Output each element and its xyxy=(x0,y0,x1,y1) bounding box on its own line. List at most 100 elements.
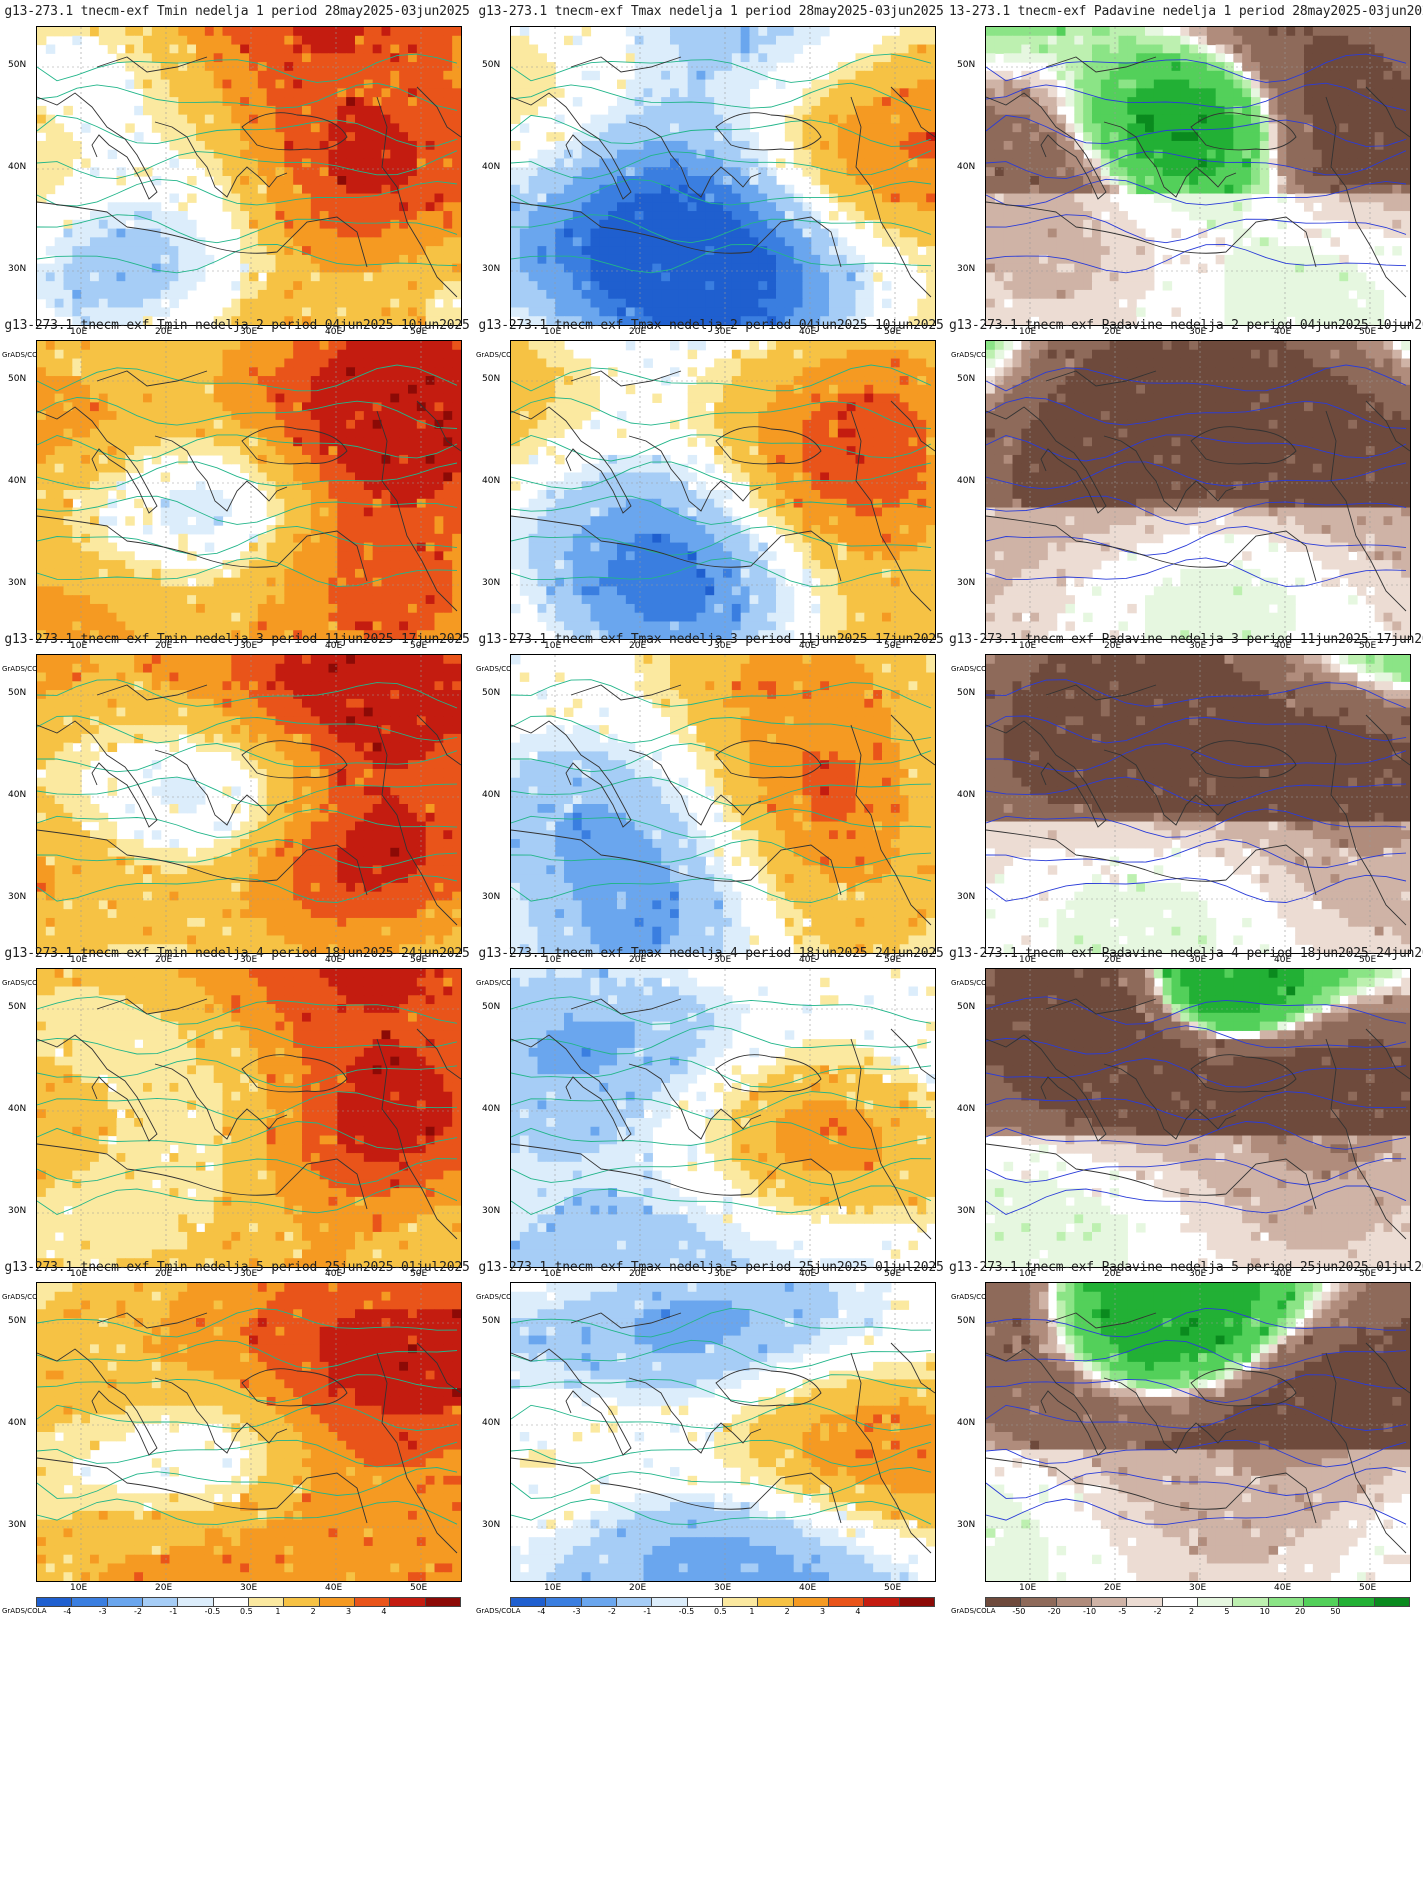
anomaly-cell xyxy=(873,132,883,142)
anomaly-cell xyxy=(608,298,618,309)
anomaly-cell xyxy=(213,70,224,81)
anomaly-cell xyxy=(1109,211,1120,221)
anomaly-cell xyxy=(249,97,259,107)
anomaly-cell xyxy=(1392,44,1402,54)
anomaly-cell xyxy=(169,237,179,247)
anomaly-cell xyxy=(696,289,706,300)
anomaly-cell xyxy=(1251,88,1261,98)
anomaly-cell xyxy=(723,184,733,195)
anomaly-cell xyxy=(599,307,609,317)
anomaly-cell xyxy=(178,437,188,447)
anomaly-cell xyxy=(1392,140,1402,151)
anomaly-cell xyxy=(793,105,804,116)
anomaly-cell xyxy=(1286,184,1296,195)
anomaly-cell xyxy=(1312,35,1323,46)
coastline xyxy=(96,56,208,73)
anomaly-cell xyxy=(416,140,427,151)
anomaly-cell xyxy=(1330,114,1340,125)
anomaly-cell xyxy=(1100,132,1111,142)
anomaly-cell xyxy=(416,428,427,439)
anomaly-cell xyxy=(555,132,565,142)
anomaly-cell xyxy=(519,272,530,282)
anomaly-cell xyxy=(1268,27,1279,37)
anomaly-cell xyxy=(72,463,82,474)
anomaly-cell xyxy=(986,149,996,160)
anomaly-cell xyxy=(275,97,285,107)
anomaly-cell xyxy=(319,228,330,238)
anomaly-cell xyxy=(310,254,321,265)
anomaly-cell xyxy=(519,184,530,195)
anomaly-cell xyxy=(511,62,521,72)
anomaly-cell xyxy=(537,211,547,221)
anomaly-cell xyxy=(1109,123,1120,133)
anomaly-cell xyxy=(1012,307,1022,317)
anomaly-cell xyxy=(1145,158,1155,168)
anomaly-cell xyxy=(555,176,565,186)
anomaly-cell xyxy=(1215,219,1226,230)
anomaly-cell xyxy=(1312,88,1323,98)
anomaly-cell xyxy=(319,481,330,491)
anomaly-cell xyxy=(63,140,73,151)
anomaly-cell xyxy=(443,454,453,465)
anomaly-cell xyxy=(416,307,427,317)
anomaly-cell xyxy=(240,376,250,386)
anomaly-cell xyxy=(328,105,338,116)
anomaly-cell xyxy=(1083,132,1093,142)
anomaly-cell xyxy=(319,97,330,107)
anomaly-cell xyxy=(837,114,848,125)
anomaly-cell xyxy=(1383,35,1393,46)
anomaly-cell xyxy=(107,307,118,317)
anomaly-cell xyxy=(1065,272,1075,282)
anomaly-cell xyxy=(599,246,609,256)
anomaly-cell xyxy=(537,281,547,291)
anomaly-cell xyxy=(564,140,574,151)
anomaly-cell xyxy=(134,454,144,465)
anomaly-cell xyxy=(1109,140,1120,151)
anomaly-cell xyxy=(572,289,583,300)
anomaly-cell xyxy=(63,307,73,317)
anomaly-cell xyxy=(1330,193,1340,203)
anomaly-cell xyxy=(767,254,777,265)
anomaly-cell xyxy=(678,289,689,300)
anomaly-cell xyxy=(1100,35,1111,46)
anomaly-cell xyxy=(266,298,277,309)
anomaly-cell xyxy=(293,428,303,439)
anomaly-cell xyxy=(319,463,330,474)
anomaly-cell xyxy=(687,27,698,37)
anomaly-cell xyxy=(346,254,356,265)
anomaly-cell xyxy=(572,307,583,317)
anomaly-cell xyxy=(1012,44,1022,54)
anomaly-cell xyxy=(1357,44,1367,54)
anomaly-cell xyxy=(1092,176,1102,186)
anomaly-cell xyxy=(346,428,356,439)
anomaly-cell xyxy=(1348,35,1358,46)
anomaly-cell xyxy=(355,167,365,177)
anomaly-cell xyxy=(1198,44,1208,54)
anomaly-cell xyxy=(678,88,689,98)
anomaly-cell xyxy=(1074,237,1084,247)
anomaly-cell xyxy=(519,176,530,186)
anomaly-cell xyxy=(687,149,698,160)
anomaly-cell xyxy=(293,237,303,247)
anomaly-cell xyxy=(1348,97,1358,107)
anomaly-cell xyxy=(1312,307,1323,317)
anomaly-cell xyxy=(908,211,918,221)
anomaly-cell xyxy=(749,35,759,46)
anomaly-cell xyxy=(749,193,759,203)
anomaly-cell xyxy=(54,393,65,403)
anomaly-cell xyxy=(546,219,556,230)
anomaly-cell xyxy=(1198,193,1208,203)
anomaly-cell xyxy=(511,219,521,230)
anomaly-cell xyxy=(811,123,821,133)
anomaly-cell xyxy=(1295,298,1305,309)
anomaly-cell xyxy=(864,193,874,203)
anomaly-cell xyxy=(452,237,461,247)
anomaly-cell xyxy=(661,97,671,107)
anomaly-cell xyxy=(187,237,197,247)
anomaly-cell xyxy=(37,481,47,491)
anomaly-cell xyxy=(687,44,698,54)
anomaly-cell xyxy=(926,237,935,247)
anomaly-cell xyxy=(1198,88,1208,98)
anomaly-cell xyxy=(54,272,65,282)
anomaly-cell xyxy=(293,97,303,107)
